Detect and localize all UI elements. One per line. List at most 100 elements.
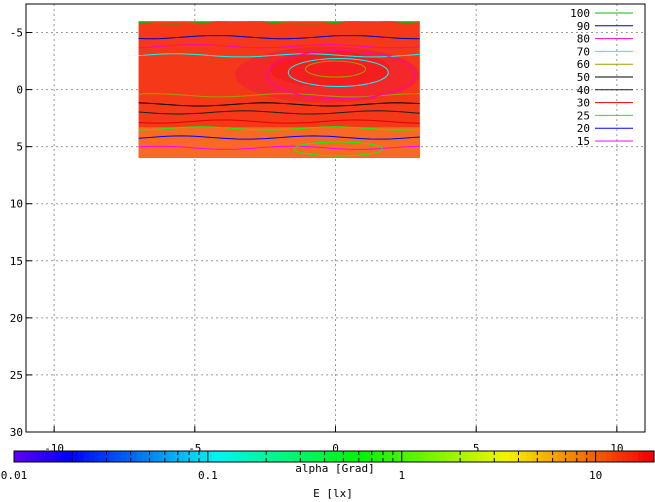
colorbar-segment (243, 451, 250, 462)
colorbar-segment (254, 451, 260, 462)
colorbar-segment (142, 451, 148, 462)
colorbar-segment (147, 451, 154, 462)
colorbar-segment (526, 451, 532, 462)
heatmap-region (138, 21, 420, 159)
y-tick-label: 15 (10, 255, 23, 268)
colorbar-segment (488, 451, 495, 462)
colorbar-segment (88, 451, 95, 462)
colorbar-segment (451, 451, 458, 462)
legend-label: 90 (577, 20, 590, 33)
colorbar-segment (168, 451, 175, 462)
legend-label: 30 (577, 97, 590, 110)
colorbar-segment (136, 451, 143, 462)
y-tick-label: 5 (16, 141, 23, 154)
legend-label: 60 (577, 58, 590, 71)
colorbar-segment (259, 451, 266, 462)
colorbar-segment (531, 451, 538, 462)
legend-label: 25 (577, 109, 590, 122)
colorbar-segment (99, 451, 106, 462)
colorbar-segment (184, 451, 191, 462)
colorbar-segment (392, 451, 399, 462)
legend-label: 100 (570, 7, 590, 20)
contour-line (138, 102, 420, 107)
colorbar-segment (483, 451, 490, 462)
colorbar-segment (456, 451, 463, 462)
colorbar-segment (552, 451, 559, 462)
colorbar-segment (94, 451, 100, 462)
colorbar-segment (46, 451, 52, 462)
colorbar-segment (499, 451, 506, 462)
legend-label: 50 (577, 71, 590, 84)
colorbar-segment (280, 451, 287, 462)
colorbar-segment (83, 451, 90, 462)
contour-loop (293, 141, 383, 157)
legend-label: 20 (577, 122, 590, 135)
colorbar-segment (398, 451, 404, 462)
colorbar-segment (606, 451, 612, 462)
colorbar-segment (616, 451, 623, 462)
colorbar-tick-label: 0.1 (198, 469, 218, 482)
contour-line (138, 119, 420, 124)
colorbar-segment (35, 451, 42, 462)
colorbar-segment (648, 451, 655, 462)
colorbar-segment (627, 451, 634, 462)
legend-label: 15 (577, 135, 590, 148)
colorbar-segment (344, 451, 351, 462)
colorbar-segment (510, 451, 516, 462)
colorbar-segment (595, 451, 602, 462)
colorbar-segment (638, 451, 644, 462)
y-tick-label: 20 (10, 312, 23, 325)
colorbar-segment (158, 451, 164, 462)
y-tick-label: 30 (10, 426, 23, 439)
colorbar-segment (371, 451, 378, 462)
colorbar-segment (355, 451, 362, 462)
colorbar-segment (104, 451, 111, 462)
y-tick-label: 25 (10, 369, 23, 382)
colorbar-segment (360, 451, 367, 462)
legend-label: 40 (577, 84, 590, 97)
colorbar-segment (206, 451, 212, 462)
colorbar-tick-label: 10 (589, 469, 602, 482)
y-axis: -5 0 5 10 15 20 25 30 (10, 27, 32, 439)
colorbar-segment (216, 451, 223, 462)
legend-label: 70 (577, 45, 590, 58)
colorbar-segment (126, 451, 132, 462)
colorbar-tick-label: 0.01 (1, 469, 28, 482)
y-tick-label: -5 (10, 27, 23, 40)
colorbar-segment (14, 451, 20, 462)
y-tick-label: 0 (16, 84, 23, 97)
colorbar-segment (264, 451, 271, 462)
colorbar-segment (472, 451, 479, 462)
colorbar-segment (328, 451, 335, 462)
colorbar-segment (24, 451, 31, 462)
contour-line (138, 44, 420, 49)
colorbar-segment (467, 451, 474, 462)
colorbar-segment (494, 451, 500, 462)
colorbar-segment (611, 451, 618, 462)
colorbar-segment (558, 451, 564, 462)
colorbar-segment (179, 451, 186, 462)
colorbar-segment (286, 451, 292, 462)
colorbar-segment (584, 451, 591, 462)
colorbar-segment (195, 451, 202, 462)
colorbar-segment (190, 451, 196, 462)
colorbar-tick-label: 1 (398, 469, 405, 482)
colorbar-segment (270, 451, 276, 462)
colorbar-segment (366, 451, 372, 462)
colorbar-segment (78, 451, 84, 462)
colorbar-segment (275, 451, 282, 462)
colorbar-segment (318, 451, 324, 462)
contour-line (138, 126, 420, 131)
colorbar-segment (574, 451, 580, 462)
colorbar-segment (424, 451, 431, 462)
colorbar-segment (56, 451, 63, 462)
colorbar-segment (152, 451, 159, 462)
contour-line (138, 21, 420, 25)
colorbar-segment (248, 451, 255, 462)
colorbar-segment (323, 451, 330, 462)
colorbar-segment (163, 451, 170, 462)
colorbar-segment (446, 451, 452, 462)
colorbar-segment (334, 451, 340, 462)
